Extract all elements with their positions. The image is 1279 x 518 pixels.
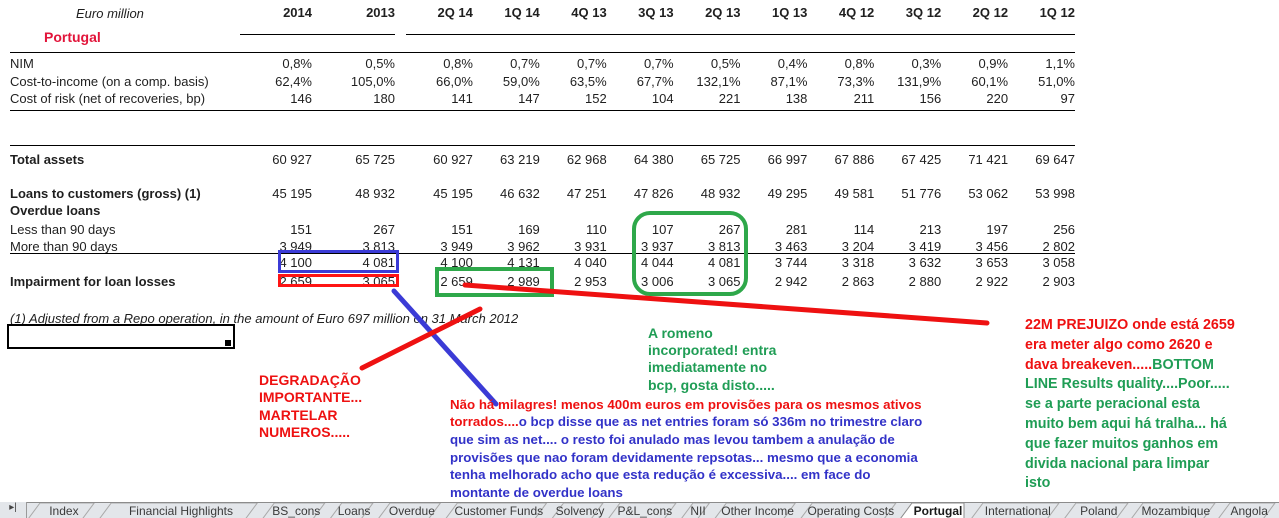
svg-text:Other Income: Other Income — [721, 504, 794, 518]
svg-text:Index: Index — [49, 504, 78, 518]
svg-text:BS_cons: BS_cons — [272, 504, 320, 518]
svg-text:Angola: Angola — [1231, 504, 1269, 518]
svg-text:Overdue: Overdue — [389, 504, 435, 518]
svg-text:Portugal: Portugal — [914, 504, 963, 518]
svg-text:Solvency: Solvency — [556, 504, 605, 518]
svg-text:International: International — [985, 504, 1051, 518]
svg-text:Financial Highlights: Financial Highlights — [129, 504, 233, 518]
svg-text:Customer Funds: Customer Funds — [454, 504, 543, 518]
svg-text:NII: NII — [690, 504, 705, 518]
svg-text:Mozambique: Mozambique — [1141, 504, 1210, 518]
svg-text:Poland: Poland — [1080, 504, 1117, 518]
svg-text:P&L_cons: P&L_cons — [617, 504, 672, 518]
svg-text:Loans: Loans — [338, 504, 371, 518]
svg-text:Operating Costs: Operating Costs — [807, 504, 894, 518]
